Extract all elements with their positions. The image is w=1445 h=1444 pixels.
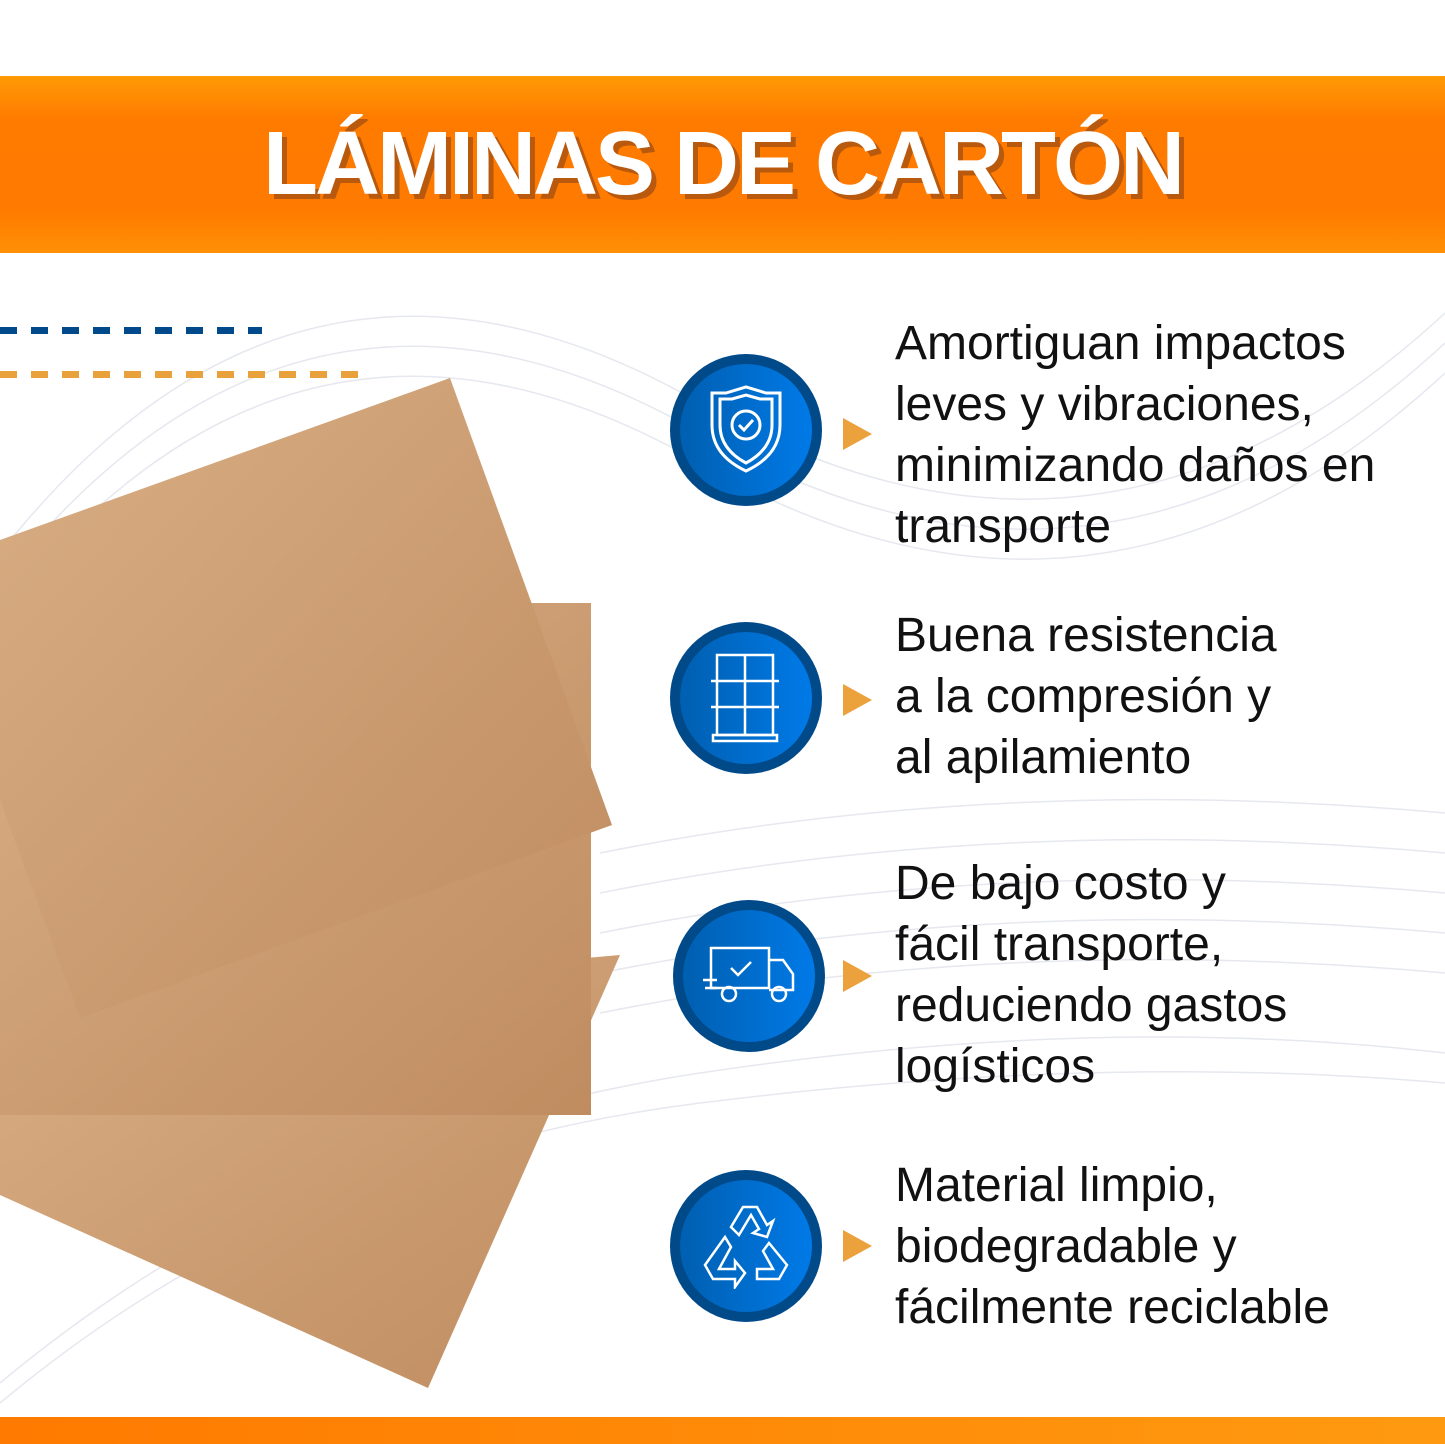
stacked-boxes-pallet-icon [670, 622, 822, 774]
shield-check-icon [670, 354, 822, 506]
delivery-truck-check-icon [673, 900, 825, 1052]
feature-text: Material limpio, biodegradable y fácilme… [895, 1159, 1330, 1334]
footer-bar [0, 1417, 1445, 1444]
cardboard-sheets-image [0, 378, 620, 1388]
arrow-icon [843, 1230, 872, 1262]
page-title: LÁMINAS DE CARTÓN [263, 114, 1185, 214]
arrow-icon [843, 960, 872, 992]
decorative-dashes-blue [0, 327, 262, 334]
arrow-icon [843, 684, 872, 716]
recycle-icon [670, 1170, 822, 1322]
header-banner: LÁMINAS DE CARTÓN [0, 76, 1445, 253]
feature-text: Buena resistencia a la compresión y al a… [895, 609, 1277, 784]
cardboard-sheet-top [0, 378, 612, 1018]
arrow-icon [843, 418, 872, 450]
decorative-dashes-orange [0, 371, 360, 378]
feature-text: Amortiguan impactos leves y vibraciones,… [895, 317, 1376, 553]
feature-text: De bajo costo y fácil transporte, reduci… [895, 857, 1288, 1093]
